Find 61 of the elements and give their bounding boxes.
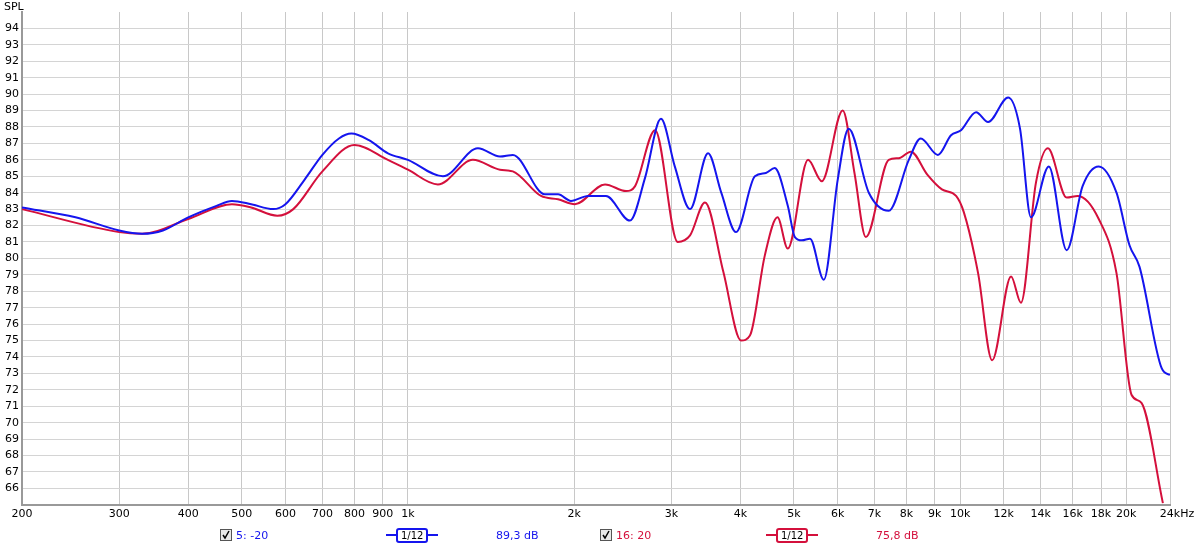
x-tick-label: 5k <box>787 507 802 521</box>
x-tick-label: 6k <box>830 507 845 521</box>
y-tick-label: 70 <box>5 415 19 429</box>
x-tick-label: 12k <box>993 507 1015 521</box>
x-tick-label: 18k <box>1090 507 1112 521</box>
x-tick-label: 9k <box>928 507 943 521</box>
y-tick-label: 84 <box>5 185 19 199</box>
y-tick-label: 78 <box>5 284 19 298</box>
x-tick-label: 20k <box>1116 507 1138 521</box>
x-tick-label: 300 <box>108 507 130 521</box>
y-tick-label: 67 <box>5 464 19 478</box>
y-tick-label: 93 <box>5 37 19 51</box>
x-tick-label: 700 <box>311 507 333 521</box>
y-tick-label: 69 <box>5 431 19 445</box>
y-tick-label: 81 <box>5 234 19 248</box>
text: 75,8 dB <box>876 528 919 542</box>
x-tick-label: 10k <box>949 507 971 521</box>
text: 89,3 dB <box>496 528 539 542</box>
y-tick-label: 68 <box>5 448 19 462</box>
x-tick-label: 400 <box>177 507 199 521</box>
y-tick-label: 71 <box>5 399 19 413</box>
y-tick-label: 92 <box>5 54 19 68</box>
x-tick-label: 7k <box>867 507 882 521</box>
x-tick-label: 3k <box>664 507 679 521</box>
y-tick-label: 80 <box>5 251 19 265</box>
x-tick-label: 1k <box>401 507 416 521</box>
y-tick-label: 73 <box>5 366 19 380</box>
y-tick-label: 75 <box>5 333 19 347</box>
text: 5: -20 <box>236 528 270 542</box>
x-tick-label: 8k <box>899 507 914 521</box>
x-tick-label: 200 <box>11 507 33 521</box>
y-tick-label: 79 <box>5 267 19 281</box>
y-tick-label: 74 <box>5 349 19 363</box>
y-tick-label: 82 <box>5 218 19 232</box>
x-tick-label: 24k <box>1159 507 1181 521</box>
y-tick-label: 88 <box>5 119 19 133</box>
x-tick-label: 500 <box>231 507 253 521</box>
y-tick-label: 89 <box>5 103 19 117</box>
text: 16: 20 <box>616 528 653 542</box>
y-tick-label: 85 <box>5 169 19 183</box>
y-tick-label: 83 <box>5 201 19 215</box>
x-tick-label: 800 <box>343 507 365 521</box>
text: 1/12 <box>396 527 429 543</box>
y-tick-label: 66 <box>5 481 19 495</box>
y-tick-label: 77 <box>5 300 19 314</box>
x-tick-label: 2k <box>567 507 582 521</box>
y-tick-label: 90 <box>5 86 19 100</box>
x-tick-label: 16k <box>1062 507 1084 521</box>
y-tick-label: 72 <box>5 382 19 396</box>
x-tick-label: 4k <box>733 507 748 521</box>
x-tick-label: 900 <box>372 507 394 521</box>
x-tick-label: 600 <box>274 507 296 521</box>
y-tick-label: 91 <box>5 70 19 84</box>
y-axis-title: SPL <box>4 0 25 14</box>
x-axis-title: Hz <box>1180 507 1195 521</box>
y-tick-label: 94 <box>5 21 19 35</box>
x-tick-label: 14k <box>1030 507 1052 521</box>
y-tick-label: 86 <box>5 152 19 166</box>
y-tick-label: 87 <box>5 136 19 150</box>
text: 1/12 <box>776 527 809 543</box>
y-tick-label: 76 <box>5 316 19 330</box>
